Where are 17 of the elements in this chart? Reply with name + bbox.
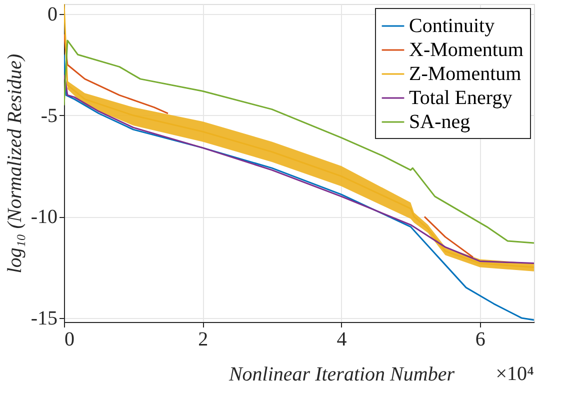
y-tick-label: -10 [30,206,58,228]
legend-label: SA-neg [409,111,470,133]
y-axis-title: log₁₀ (Normalized Residue) [4,53,26,274]
legend-label: Z-Momentum [409,63,522,85]
y-tick-label: -15 [30,307,58,330]
legend-label: X-Momentum [409,39,524,61]
x-tick-label: 2 [198,328,208,350]
x-tick-label: 6 [475,328,486,350]
y-tick-label: -5 [40,104,58,127]
x-tick-label: 4 [336,328,347,350]
legend-label: Continuity [409,15,495,37]
legend-label: Total Energy [409,87,512,109]
x-tick-label: 0 [64,328,74,350]
x-axis-title: Nonlinear Iteration Number [228,364,455,386]
line-series [64,40,534,244]
text: ×10⁴ [496,363,534,385]
y-tick-label: 0 [48,4,58,26]
